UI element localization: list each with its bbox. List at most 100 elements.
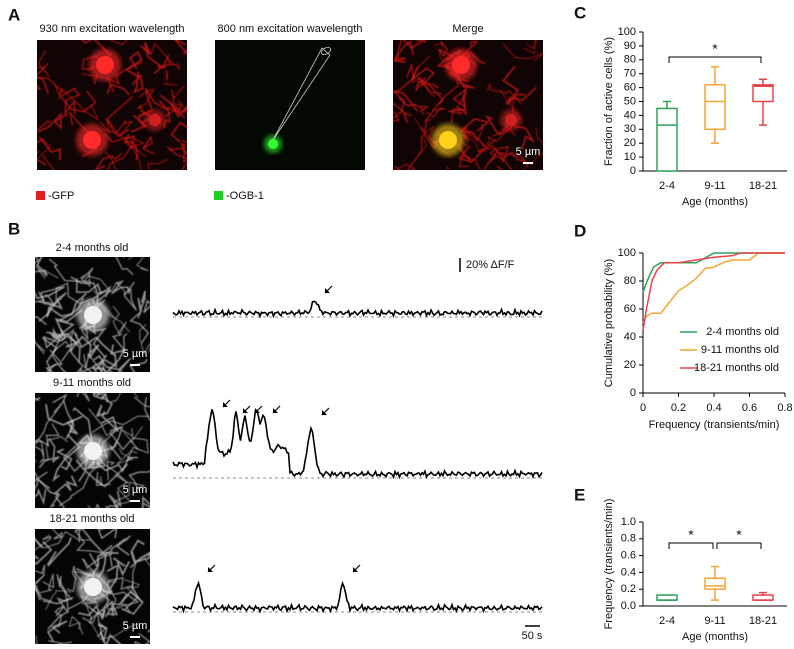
dendrite	[55, 491, 65, 508]
legend-label: 9-11 months old	[701, 344, 779, 356]
dendrite	[37, 151, 47, 166]
group-title: 2-4 months old	[56, 242, 129, 254]
soma	[84, 442, 102, 460]
trace	[172, 580, 543, 614]
y-tick-label: 20	[624, 359, 636, 371]
y-tick-label: 0.2	[621, 583, 636, 595]
box	[752, 594, 774, 601]
dendrite	[93, 393, 109, 403]
dendrite	[107, 145, 132, 170]
dendrite	[411, 55, 436, 98]
dendrite	[128, 470, 150, 490]
dendrite	[142, 135, 155, 155]
dendrite	[144, 87, 169, 112]
y-tick-label: 20	[624, 137, 636, 149]
dendrite	[46, 363, 57, 372]
dendrite	[66, 415, 83, 435]
image-content	[35, 393, 150, 508]
dendrite	[35, 291, 47, 326]
dendrite	[104, 601, 118, 618]
x-tick-label: 2-4	[659, 180, 675, 192]
dendrite	[109, 535, 131, 556]
arrow-head	[243, 408, 248, 413]
dendrite	[393, 102, 413, 124]
significance: *	[712, 41, 718, 57]
y-tick-label: 1.0	[621, 516, 636, 528]
dendrite	[500, 151, 525, 160]
dendrite	[73, 331, 116, 357]
dendrite	[79, 267, 94, 288]
dendrite	[110, 280, 130, 295]
dendrite	[37, 77, 50, 95]
y-tick-label: 80	[624, 275, 636, 287]
y-tick-label: 70	[624, 68, 636, 80]
dendrite	[92, 415, 150, 433]
x-tick-label: 0	[640, 402, 646, 414]
dendrite	[153, 65, 166, 75]
dendrite	[59, 87, 97, 113]
arrow-head	[353, 567, 358, 572]
box	[656, 594, 678, 601]
dendrite	[393, 135, 423, 170]
dendrite	[109, 432, 139, 451]
dendrite	[402, 40, 427, 50]
images: 5 µm 5 µm 5 µm 5 µm	[35, 40, 543, 644]
dendrite	[491, 146, 529, 167]
dendrite	[116, 447, 138, 465]
dendrite	[149, 418, 150, 421]
dendrite	[104, 481, 132, 508]
dendrite	[143, 299, 150, 314]
image-content	[35, 257, 150, 372]
dendrite	[120, 426, 144, 444]
dendrite	[113, 481, 146, 508]
dendrite	[129, 358, 148, 372]
dendrite	[39, 573, 55, 594]
dendrite	[159, 94, 187, 118]
y-tick-label: 30	[624, 123, 636, 135]
dendrite	[134, 632, 150, 644]
dendrite	[459, 117, 490, 147]
dendrite	[35, 534, 52, 551]
arrow-head	[273, 408, 278, 413]
y-tick-label: 50	[624, 95, 636, 107]
dendrite	[458, 138, 497, 164]
dendrite	[123, 281, 137, 311]
soma	[84, 578, 102, 596]
x-label: Age (months)	[682, 196, 748, 208]
arrow-head	[223, 402, 228, 407]
dendrite	[41, 337, 62, 372]
dendrite	[100, 119, 146, 158]
dendrite	[37, 49, 50, 78]
dendrite	[37, 120, 51, 132]
dendrite	[35, 574, 52, 603]
dendrite	[74, 529, 113, 557]
dendrite	[487, 82, 523, 105]
dendrite	[137, 290, 147, 314]
box	[656, 107, 678, 172]
dendrite	[147, 158, 169, 170]
dendrite	[88, 621, 138, 640]
y-label: Frequency (transients/min)	[603, 499, 615, 630]
x-tick-label: 0.2	[671, 402, 686, 414]
dendrite	[93, 355, 132, 372]
dendrite	[410, 65, 435, 87]
y-tick-label: 40	[624, 109, 636, 121]
dendrite	[110, 40, 128, 46]
dendrite	[46, 537, 72, 567]
dendrite	[94, 153, 122, 170]
dendrite	[141, 495, 150, 508]
dendrite	[37, 136, 52, 161]
box	[752, 84, 774, 103]
dendrite	[144, 396, 150, 421]
dendrite	[105, 563, 119, 595]
y-tick-label: 0	[630, 387, 636, 399]
dendrite	[437, 40, 461, 62]
dendrite	[423, 107, 446, 123]
dendrite	[52, 433, 81, 482]
dendrite	[171, 85, 185, 115]
y-tick-label: 60	[624, 303, 636, 315]
dendrite	[35, 257, 46, 273]
dendrite	[456, 91, 468, 116]
soma	[83, 131, 101, 149]
